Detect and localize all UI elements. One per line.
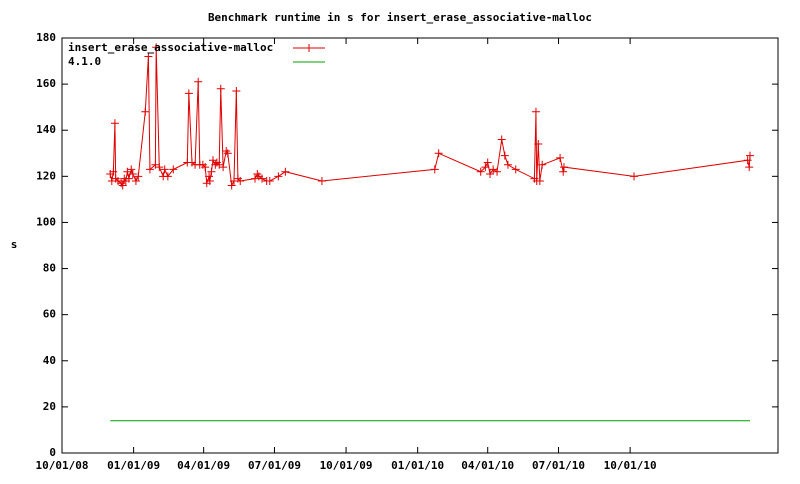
point-marker (127, 165, 136, 174)
point-marker (223, 149, 232, 158)
point-marker (216, 84, 225, 93)
point-marker (258, 174, 267, 183)
legend-label: insert_erase_associative-malloc (68, 41, 273, 54)
point-marker (531, 107, 540, 116)
x-tick-label: 04/01/09 (177, 459, 230, 472)
point-marker (131, 176, 140, 185)
point-marker (128, 170, 137, 179)
point-marker (155, 163, 164, 172)
y-tick-label: 40 (43, 354, 56, 367)
y-axis-label: s (11, 238, 18, 251)
point-marker (497, 135, 506, 144)
point-marker (219, 163, 228, 172)
point-marker (207, 167, 216, 176)
point-marker (483, 158, 492, 167)
point-marker (493, 167, 502, 176)
y-tick-label: 140 (36, 123, 56, 136)
point-marker (232, 87, 241, 96)
y-tick-label: 20 (43, 400, 56, 413)
x-tick-label: 04/01/10 (461, 459, 514, 472)
point-marker (503, 160, 512, 169)
point-marker (743, 156, 752, 165)
point-marker (481, 163, 490, 172)
point-marker (538, 160, 547, 169)
point-marker (227, 181, 236, 190)
plot-border (61, 37, 779, 454)
point-marker (163, 172, 172, 181)
y-tick-label: 0 (49, 446, 56, 459)
point-marker (511, 165, 520, 174)
x-tick-label: 01/01/10 (391, 459, 444, 472)
x-tick-label: 07/01/10 (532, 459, 585, 472)
legend-label: 4.1.0 (68, 55, 101, 68)
point-marker (134, 172, 143, 181)
point-marker (317, 176, 326, 185)
point-marker (559, 163, 568, 172)
x-tick-label: 10/01/09 (320, 459, 373, 472)
point-marker (486, 170, 495, 179)
point-marker (160, 165, 169, 174)
point-marker (118, 181, 127, 190)
point-marker (556, 153, 565, 162)
point-marker (110, 119, 119, 128)
point-marker (184, 89, 193, 98)
point-marker (274, 172, 283, 181)
point-marker (630, 172, 639, 181)
point-marker (434, 149, 443, 158)
y-tick-label: 80 (43, 262, 56, 275)
point-marker (430, 165, 439, 174)
point-marker (205, 172, 214, 181)
x-tick-label: 07/01/09 (248, 459, 301, 472)
y-tick-label: 60 (43, 308, 56, 321)
x-tick-label: 10/01/10 (604, 459, 657, 472)
point-marker (500, 151, 509, 160)
point-marker (559, 167, 568, 176)
point-marker (205, 176, 214, 185)
point-marker (534, 140, 543, 149)
point-marker (745, 163, 754, 172)
point-marker (169, 165, 178, 174)
point-marker (201, 163, 210, 172)
x-tick-label: 01/01/09 (107, 459, 160, 472)
point-marker (144, 52, 153, 61)
chart-title: Benchmark runtime in s for insert_erase_… (208, 11, 592, 24)
point-marker (281, 167, 290, 176)
point-marker (145, 165, 154, 174)
point-marker (194, 77, 203, 86)
point-marker (152, 43, 161, 52)
y-tick-label: 180 (36, 31, 56, 44)
point-marker (476, 167, 485, 176)
point-marker (141, 107, 150, 116)
y-tick-label: 120 (36, 169, 56, 182)
legend-marker (305, 44, 313, 52)
point-marker (265, 176, 274, 185)
y-tick-label: 100 (36, 215, 56, 228)
x-tick-label: 10/01/08 (36, 459, 89, 472)
point-marker (124, 174, 133, 183)
point-marker (236, 176, 245, 185)
point-marker (535, 176, 544, 185)
point-marker (109, 167, 118, 176)
y-tick-label: 160 (36, 77, 56, 90)
point-marker (745, 151, 754, 160)
